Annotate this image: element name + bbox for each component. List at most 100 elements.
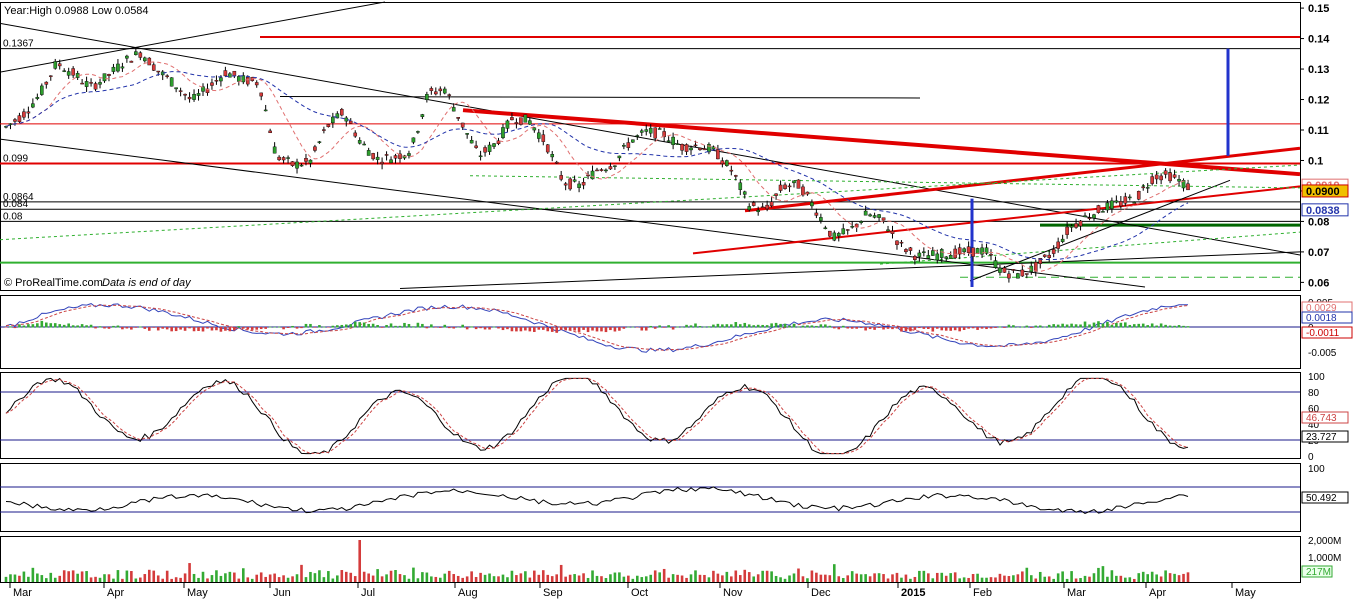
volume-bar <box>1146 574 1150 582</box>
footer-note: Data is end of day <box>102 277 192 289</box>
candle-body <box>1011 269 1016 271</box>
candle-body <box>765 204 769 210</box>
volume-bar <box>815 572 818 582</box>
candle-body <box>550 154 555 158</box>
volume-bar <box>734 570 738 582</box>
volume-bar <box>909 578 912 582</box>
volume-bar <box>1155 574 1158 582</box>
candle-body <box>456 117 461 119</box>
volume-bar <box>246 577 250 582</box>
volume-bar <box>658 572 661 582</box>
candle-body <box>151 64 156 71</box>
volume-bar <box>130 571 133 582</box>
macd-histogram-bar <box>76 325 79 328</box>
volume-bar <box>1159 576 1163 582</box>
volume-bar <box>944 575 948 582</box>
candle-body <box>841 228 846 235</box>
volume-bar <box>456 575 460 582</box>
candle-body <box>787 185 792 188</box>
candle-body <box>156 70 161 73</box>
level-label: 0.0864 <box>3 192 34 203</box>
candle-body <box>702 148 707 151</box>
macd-histogram-bar <box>537 327 541 330</box>
x-tick-label: Aug <box>458 587 478 599</box>
trend-line <box>969 179 1231 282</box>
volume-bar <box>358 540 362 582</box>
x-tick-label: Feb <box>973 587 992 599</box>
stoch-tick-label: 0 <box>1308 452 1314 463</box>
y-tick-label: 0.1 <box>1308 155 1323 167</box>
volume-bar <box>71 570 75 582</box>
candle-body <box>801 186 805 196</box>
volume-bar <box>94 576 97 582</box>
macd-histogram-bar <box>1016 326 1020 328</box>
candle-body <box>93 83 98 90</box>
volume-bar <box>1065 578 1069 582</box>
macd-histogram-bar <box>582 327 585 330</box>
macd-histogram-bar <box>738 324 742 328</box>
volume-bar <box>31 567 35 582</box>
volume-bar <box>447 570 451 582</box>
macd-histogram-bar <box>770 323 773 328</box>
volume-bar <box>170 578 173 582</box>
macd-histogram-bar <box>210 327 214 331</box>
volume-bar <box>667 577 670 582</box>
macd-histogram-bar <box>694 323 697 328</box>
candle-body <box>313 146 317 151</box>
volume-bar <box>474 576 478 582</box>
macd-histogram-bar <box>927 327 930 329</box>
candle-body <box>138 52 143 58</box>
candle-body <box>577 183 581 188</box>
candle-body <box>631 139 635 143</box>
volume-bar <box>1173 573 1176 582</box>
macd-histogram-bar <box>322 326 326 328</box>
volume-bar <box>1029 575 1033 582</box>
macd-histogram-bar <box>824 324 827 328</box>
volume-bar <box>971 574 975 582</box>
candle-body <box>192 93 196 100</box>
macd-histogram-bar <box>985 327 988 330</box>
macd-histogram-bar <box>1097 321 1100 328</box>
volume-bar <box>273 573 276 582</box>
macd-histogram-bar <box>447 327 451 329</box>
volume-bar <box>1115 575 1118 582</box>
volume-bar <box>846 575 850 582</box>
volume-bar <box>161 578 165 582</box>
rsi-value-label: 50.492 <box>1306 493 1337 504</box>
candle-body <box>948 255 953 259</box>
macd-histogram-bar <box>259 327 263 330</box>
volume-bar <box>1101 566 1105 582</box>
volume-bar <box>1092 573 1096 582</box>
candle-body <box>1025 273 1029 275</box>
x-tick-label: Nov <box>723 587 743 599</box>
candle-body <box>796 179 801 189</box>
macd-histogram-bar <box>801 325 805 328</box>
macd-histogram-bar <box>331 325 335 328</box>
macd-histogram-bar <box>264 327 267 329</box>
volume-bar <box>640 577 644 582</box>
macd-histogram-bar <box>483 327 487 330</box>
candle-body <box>22 111 26 118</box>
candle-body <box>1186 183 1190 191</box>
macd-value-label: 0.0018 <box>1306 313 1337 324</box>
volume-bar <box>407 578 411 582</box>
candle-body <box>71 68 75 76</box>
volume-bar <box>492 576 496 582</box>
macd-histogram-bar <box>976 327 979 330</box>
ma-long-line <box>5 71 1189 260</box>
volume-bar <box>443 573 447 582</box>
macd-histogram-bar <box>385 324 388 328</box>
macd-histogram-bar <box>832 327 836 329</box>
candle-body <box>980 247 984 255</box>
candle-body <box>1168 172 1172 182</box>
candle-body <box>26 111 31 114</box>
volume-bar <box>228 571 232 582</box>
macd-histogram-bar <box>1083 321 1087 328</box>
volume-bar <box>215 570 218 582</box>
x-tick-label: Jul <box>361 587 375 599</box>
macd-histogram-bar <box>430 324 433 328</box>
candle-body <box>322 129 326 131</box>
macd-histogram-bar <box>734 322 738 328</box>
macd-histogram-bar <box>1159 323 1163 328</box>
candle-body <box>769 201 774 207</box>
